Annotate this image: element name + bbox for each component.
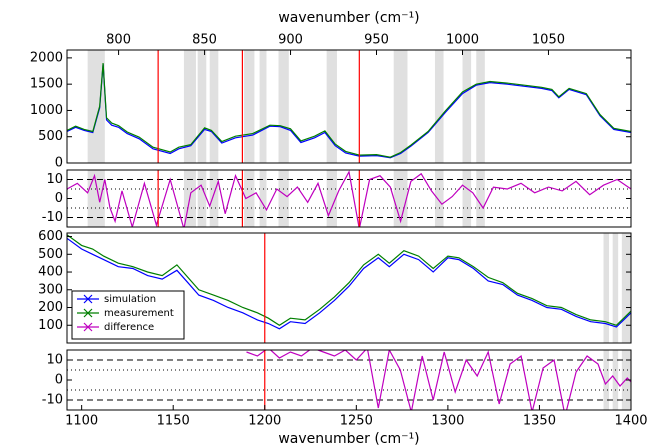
- x-tick-label: 1300: [431, 414, 464, 429]
- y-tick-label: 10: [46, 353, 63, 368]
- shaded-band: [434, 50, 444, 163]
- panel-frame: [66, 349, 632, 411]
- y-tick-label: 500: [38, 129, 63, 144]
- shaded-band: [603, 233, 610, 343]
- panel-frame: [66, 232, 632, 344]
- shaded-band: [259, 170, 267, 227]
- x-tick-label: 1150: [157, 414, 190, 429]
- y-tick-label: 300: [38, 282, 63, 297]
- shaded-band: [476, 50, 485, 163]
- shaded-band: [183, 50, 196, 163]
- x-tick-label: 1050: [532, 33, 565, 48]
- shaded-band: [278, 170, 289, 227]
- shaded-band: [434, 170, 444, 227]
- legend-marker: [83, 322, 93, 332]
- series-line: [67, 63, 631, 158]
- y-tick-label: 0: [55, 191, 63, 206]
- x-tick-label: 1000: [446, 33, 479, 48]
- x-tick-label: 950: [364, 33, 389, 48]
- y-tick-label: 1500: [30, 77, 63, 92]
- shaded-band: [621, 233, 631, 343]
- y-tick-label: 2000: [30, 50, 63, 65]
- shaded-band: [326, 170, 337, 227]
- y-tick-label: 1000: [30, 103, 63, 118]
- shaded-band: [462, 170, 472, 227]
- panel: [67, 170, 631, 227]
- panel-frame: [66, 49, 632, 164]
- x-tick-label: 900: [278, 33, 303, 48]
- shaded-band: [197, 170, 207, 227]
- x-tick-label: 1200: [248, 414, 281, 429]
- y-tick-label: 400: [38, 265, 63, 280]
- x-tick-label: 1100: [65, 414, 98, 429]
- legend-label: measurement: [104, 308, 174, 319]
- series-line: [246, 350, 631, 410]
- shaded-band: [209, 50, 219, 163]
- shaded-band: [197, 50, 207, 163]
- x-axis-label: wavenumber (cm⁻¹): [278, 431, 419, 447]
- legend-label: simulation: [104, 294, 156, 305]
- x-axis-label: wavenumber (cm⁻¹): [278, 10, 419, 26]
- y-tick-label: 200: [38, 300, 63, 315]
- shaded-band: [87, 50, 105, 163]
- legend-marker: [83, 308, 93, 318]
- shaded-band: [603, 350, 610, 410]
- x-tick-label: 1350: [523, 414, 556, 429]
- shaded-band: [612, 233, 619, 343]
- y-tick-label: 0: [55, 373, 63, 388]
- x-tick-label: 1250: [340, 414, 373, 429]
- shaded-band: [244, 170, 255, 227]
- shaded-band: [244, 50, 255, 163]
- x-tick-label: 850: [192, 33, 217, 48]
- y-tick-label: 600: [38, 229, 63, 244]
- shaded-band: [259, 50, 267, 163]
- y-tick-label: 100: [38, 318, 63, 333]
- panel: [67, 50, 631, 163]
- shaded-band: [393, 170, 408, 227]
- shaded-band: [476, 170, 485, 227]
- shaded-band: [87, 170, 105, 227]
- panel: [67, 233, 631, 343]
- x-tick-label: 800: [106, 33, 131, 48]
- panel: [67, 350, 631, 410]
- series-line: [67, 237, 631, 330]
- series-line: [67, 64, 631, 159]
- y-tick-label: 500: [38, 247, 63, 262]
- shaded-band: [209, 170, 219, 227]
- legend-marker: [83, 294, 93, 304]
- shaded-band: [393, 50, 408, 163]
- legend-label: difference: [104, 322, 154, 333]
- series-line: [67, 234, 631, 327]
- shaded-band: [462, 50, 472, 163]
- shaded-band: [326, 50, 337, 163]
- y-tick-label: -10: [42, 393, 63, 408]
- shaded-band: [278, 50, 289, 163]
- y-tick-label: -10: [42, 210, 63, 225]
- x-tick-label: 1400: [614, 414, 647, 429]
- y-tick-label: 10: [46, 172, 63, 187]
- y-tick-label: 0: [55, 156, 63, 171]
- series-line: [67, 170, 631, 227]
- panel-frame: [66, 169, 632, 228]
